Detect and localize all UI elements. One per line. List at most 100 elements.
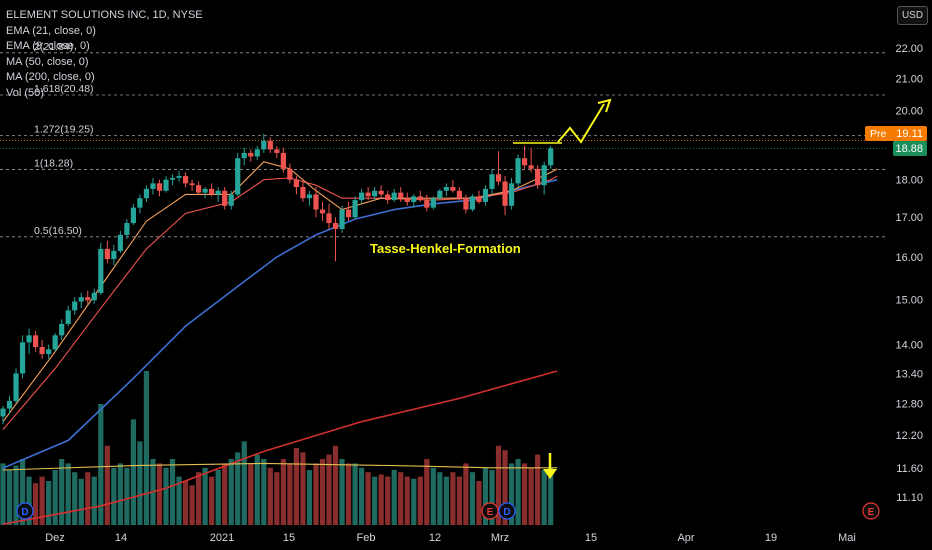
volume-bar bbox=[196, 472, 202, 525]
legend-volume[interactable]: Vol (50) bbox=[6, 86, 44, 99]
volume-bar bbox=[535, 454, 541, 525]
volume-bar bbox=[182, 481, 189, 525]
volume-bar bbox=[300, 452, 306, 525]
candle-body bbox=[235, 158, 241, 195]
legend-ma200[interactable]: MA (200, close, 0) bbox=[6, 71, 95, 83]
legend-ema9[interactable]: EMA (9, close, 0) bbox=[6, 40, 90, 52]
candle-body bbox=[482, 188, 489, 202]
volume-bar bbox=[19, 459, 26, 525]
candle-body bbox=[417, 196, 423, 201]
volume-bar bbox=[391, 470, 397, 525]
annotations: Tasse-Henkel-Formation bbox=[370, 98, 612, 479]
volume-bar bbox=[306, 470, 313, 525]
price-badge-value: 19.11 bbox=[896, 128, 923, 140]
candle-body bbox=[411, 196, 417, 202]
candle-body bbox=[124, 223, 130, 235]
volume-bar bbox=[352, 463, 358, 525]
candle-body bbox=[222, 190, 228, 206]
candle-body bbox=[130, 207, 136, 224]
volume-bar bbox=[248, 463, 254, 525]
candle-body bbox=[104, 248, 110, 260]
y-tick-label: 15.00 bbox=[895, 294, 923, 306]
volume-ma-line bbox=[2, 462, 558, 471]
volume-bar bbox=[548, 467, 554, 525]
candle-body bbox=[352, 200, 358, 218]
volume-bar bbox=[522, 463, 528, 525]
volume-bar bbox=[202, 467, 208, 525]
volume-bar bbox=[482, 467, 489, 525]
candle-body bbox=[59, 323, 65, 336]
event-marker bbox=[862, 502, 880, 520]
candle-body bbox=[437, 190, 443, 199]
candle-body bbox=[6, 400, 13, 409]
x-tick-label: 15 bbox=[585, 532, 597, 544]
fib-levels: 2(21.84) 1.618(20.48) 1.272(19.25) 1(18.28)… bbox=[0, 41, 888, 238]
y-tick-label: 18.00 bbox=[895, 175, 923, 187]
volume-bar bbox=[124, 467, 130, 525]
volume-bar bbox=[39, 476, 45, 525]
fib-label: 0.5(16.50) bbox=[34, 225, 82, 237]
x-tick-label: Apr bbox=[677, 532, 694, 544]
volume-bar bbox=[85, 472, 91, 525]
volume-bar bbox=[72, 472, 78, 525]
axes: 22.0021.0020.0019.0018.0017.0016.0015.00… bbox=[45, 43, 927, 544]
x-tick-label: Feb bbox=[357, 532, 376, 544]
candle-body bbox=[535, 168, 541, 186]
pattern-label: Tasse-Henkel-Formation bbox=[370, 241, 521, 256]
x-tick-label: Mrz bbox=[491, 532, 509, 544]
candle-body bbox=[111, 250, 117, 260]
volume-bar bbox=[78, 478, 84, 525]
volume-bar bbox=[215, 470, 221, 525]
volume-bar bbox=[489, 470, 495, 525]
volume-bar bbox=[143, 371, 150, 525]
symbol-title: ELEMENT SOLUTIONS INC, 1D, NYSE bbox=[6, 9, 203, 21]
x-tick-label: 2021 bbox=[210, 532, 234, 544]
y-tick-label: 11.10 bbox=[896, 492, 923, 504]
candle-body bbox=[548, 148, 554, 166]
ema21-line bbox=[2, 175, 558, 430]
volume-bar bbox=[398, 472, 404, 525]
volume-bar bbox=[163, 467, 169, 525]
volume-arrow-head bbox=[543, 469, 557, 479]
legend-ema21[interactable]: EMA (21, close, 0) bbox=[6, 24, 96, 37]
volume-bar bbox=[345, 463, 352, 525]
ma50-line bbox=[2, 178, 558, 469]
candle-body bbox=[39, 347, 45, 355]
volume-bar bbox=[130, 419, 136, 525]
candle-body bbox=[293, 179, 299, 188]
volume-bar bbox=[378, 474, 384, 525]
candle-body bbox=[254, 149, 260, 157]
candle-body bbox=[463, 198, 469, 210]
y-tick-label: 12.20 bbox=[895, 430, 923, 442]
candle-body bbox=[319, 209, 326, 214]
candle-body bbox=[528, 165, 534, 169]
volume-bar bbox=[6, 470, 13, 525]
volume-bar bbox=[332, 445, 339, 525]
volume-bar bbox=[33, 483, 39, 525]
currency-button[interactable]: USD bbox=[897, 6, 928, 25]
volume-bar bbox=[254, 454, 260, 525]
candle-body bbox=[91, 292, 97, 301]
candle-body bbox=[98, 248, 104, 293]
candle-body bbox=[443, 187, 449, 191]
volume-bar bbox=[98, 404, 104, 525]
candle-body bbox=[345, 209, 352, 218]
volume-bar bbox=[411, 478, 417, 525]
legend-ma50[interactable]: MA (50, close, 0) bbox=[6, 55, 89, 68]
price-badge-tag: Pre bbox=[870, 128, 887, 140]
y-tick-label: 20.00 bbox=[895, 106, 923, 118]
candle-body bbox=[85, 297, 91, 301]
y-tick-label: 21.00 bbox=[895, 74, 923, 86]
candle-body bbox=[515, 158, 521, 184]
candle-body bbox=[404, 198, 410, 202]
candle-body bbox=[300, 187, 306, 199]
volume-bar bbox=[287, 463, 293, 525]
x-tick-label: 12 bbox=[429, 532, 441, 544]
y-tick-label: 13.40 bbox=[895, 368, 923, 380]
candle-body bbox=[241, 152, 247, 159]
candle-body bbox=[72, 301, 78, 311]
volume-bar bbox=[450, 472, 456, 525]
volume-bar bbox=[469, 472, 476, 525]
volume-bar bbox=[326, 454, 332, 525]
